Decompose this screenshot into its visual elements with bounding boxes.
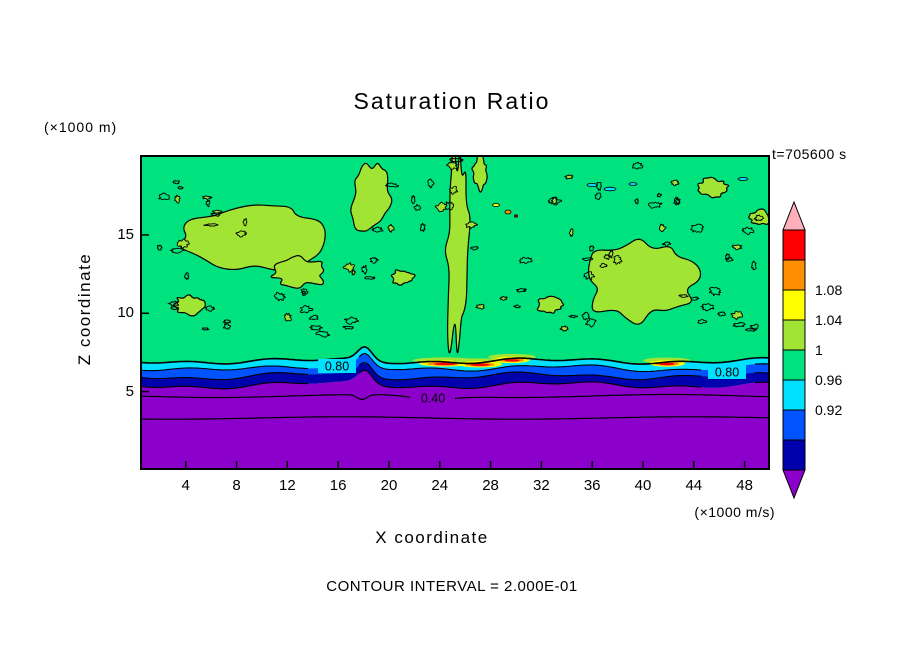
colorbar bbox=[782, 200, 806, 500]
x-tick-label: 36 bbox=[583, 477, 601, 494]
time-annotation: t=705600 s bbox=[772, 146, 847, 162]
y-tick-label: 15 bbox=[117, 225, 134, 243]
x-tick-label: 4 bbox=[181, 477, 190, 494]
x-tick-label: 20 bbox=[380, 477, 398, 494]
x-tick-label: 12 bbox=[278, 477, 296, 494]
x-tick-label: 28 bbox=[482, 477, 499, 494]
contour-plot-area: 0.80 0.40 0.80 bbox=[140, 155, 770, 470]
x-tick-label: 32 bbox=[533, 477, 550, 494]
supersaturated-patches bbox=[173, 155, 770, 354]
colorbar-tick-label: 1.08 bbox=[815, 282, 843, 298]
colorbar-tick-label: 0.96 bbox=[815, 372, 843, 388]
x-tick-label: 8 bbox=[232, 477, 241, 494]
y-tick-label: 5 bbox=[125, 382, 134, 400]
y-axis-units-label: (×1000 m) bbox=[44, 119, 118, 135]
x-tick-label: 16 bbox=[329, 477, 347, 494]
plot-frame bbox=[140, 155, 770, 470]
colorbar-tick-label: 0.92 bbox=[815, 402, 843, 418]
contour-line-labels: 0.80 0.40 0.80 bbox=[318, 359, 746, 406]
x-tick-label: 48 bbox=[736, 477, 753, 494]
contour-label: 0.80 bbox=[715, 366, 739, 380]
colorbar-tick-label: 1.04 bbox=[815, 312, 843, 328]
x-axis-title: X coordinate bbox=[375, 528, 489, 547]
x-tick-label: 24 bbox=[431, 477, 449, 494]
line-contours bbox=[140, 345, 770, 420]
x-axis-units-label: (×1000 m/s) bbox=[694, 504, 775, 520]
colorbar-tick-label: 1 bbox=[815, 342, 823, 358]
y-tick-label: 10 bbox=[117, 304, 134, 322]
contour-label: 0.40 bbox=[421, 392, 445, 406]
chart-title: Saturation Ratio bbox=[353, 88, 551, 114]
x-tick-label: 40 bbox=[634, 477, 652, 494]
contour-interval-note: CONTOUR INTERVAL = 2.000E-01 bbox=[326, 578, 578, 595]
x-tick-label: 44 bbox=[685, 477, 703, 494]
contour-label: 0.80 bbox=[325, 360, 349, 374]
contour-noise-speckles bbox=[156, 157, 765, 338]
